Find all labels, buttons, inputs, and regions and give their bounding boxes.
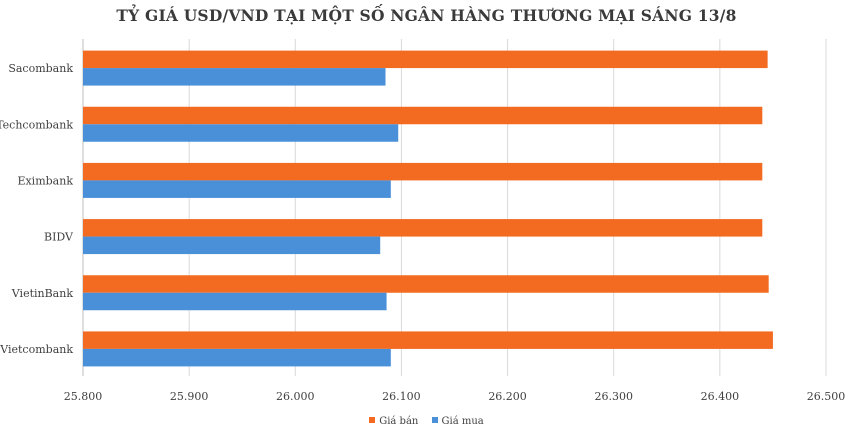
bar-sell-vietcombank: [83, 331, 773, 349]
category-label: Eximbank: [17, 174, 73, 187]
x-tick-labels: 25.800 25.900 26.000 26.100 26.200 26.300 26.4…: [64, 390, 846, 403]
chart-title: TỶ GIÁ USD/VND TẠI MỘT SỐ NGÂN HÀNG THƯƠ…: [116, 6, 737, 25]
category-label: VietinBank: [11, 287, 74, 300]
x-tick-label: 26.500: [807, 390, 846, 403]
x-tick-label: 25.900: [170, 390, 209, 403]
bar-sell-sacombank: [83, 50, 768, 69]
bar-buy-eximbank: [83, 180, 391, 198]
bar-buy-vietinbank: [83, 292, 387, 311]
bar-sell-eximbank: [83, 162, 763, 181]
x-tick-label: 25.800: [64, 390, 103, 403]
x-tick-label: 26.400: [701, 390, 740, 403]
x-tick-label: 26.000: [276, 390, 315, 403]
category-label: BIDV: [44, 231, 74, 244]
bar-sell-vietinbank: [83, 275, 769, 293]
legend-label-buy: Giá mua: [441, 416, 484, 427]
legend-swatch-sell: [369, 417, 376, 423]
category-labels: Sacombank Techcombank Eximbank BIDV VietinBa…: [0, 62, 74, 356]
legend: Giá bán Giá mua: [0, 416, 853, 427]
legend-item-sell: Giá bán: [369, 416, 418, 427]
legend-item-buy: Giá mua: [431, 416, 484, 427]
bar-buy-bidv: [83, 236, 381, 255]
category-label: Techcombank: [0, 118, 73, 131]
category-label: Vietcombank: [0, 343, 73, 356]
x-tick-label: 26.300: [594, 390, 633, 403]
bar-sell-techcombank: [83, 106, 763, 125]
x-tick-label: 26.200: [488, 390, 527, 403]
bar-sell-bidv: [83, 219, 763, 237]
bar-buy-vietcombank: [83, 348, 391, 367]
x-tick-label: 26.100: [382, 390, 421, 403]
bars: [83, 50, 773, 367]
bar-buy-techcombank: [83, 124, 399, 142]
grid-lines: [82, 39, 827, 376]
legend-swatch-buy: [431, 417, 438, 423]
category-label: Sacombank: [8, 62, 73, 75]
legend-label-sell: Giá bán: [379, 416, 419, 427]
bar-buy-sacombank: [83, 68, 386, 86]
